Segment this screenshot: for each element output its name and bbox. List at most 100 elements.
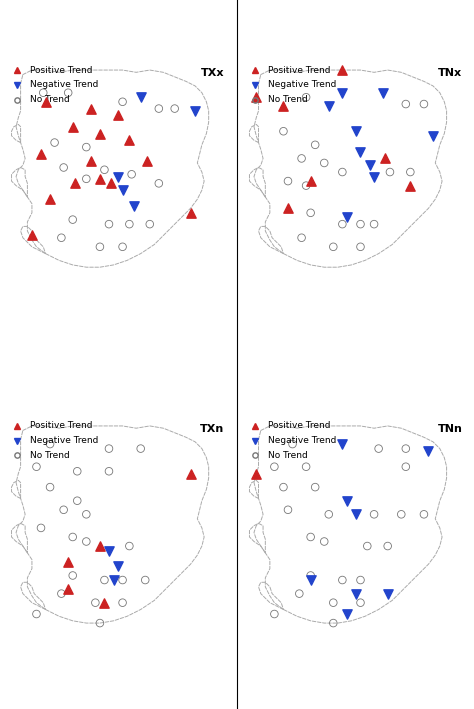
Point [96,618,104,629]
Point [155,103,163,114]
Point [64,584,72,595]
Point [126,135,133,146]
Point [298,232,305,243]
Point [46,438,54,450]
Point [307,207,314,218]
Point [82,173,90,184]
Text: Negative Trend: Negative Trend [30,80,98,89]
Text: Positive Trend: Positive Trend [268,421,330,430]
Point [338,65,346,76]
Point [105,443,113,454]
Point [119,96,127,108]
Point [325,101,333,112]
Point [271,608,278,620]
Text: No Trend: No Trend [30,451,69,460]
Point [87,103,95,114]
Point [407,167,414,178]
Point [284,504,292,515]
Point [108,178,115,189]
Point [289,438,296,450]
Point [69,570,76,581]
Point [171,103,179,114]
Point [114,171,122,182]
Point [379,87,387,99]
Text: No Trend: No Trend [30,95,69,104]
Point [42,96,49,108]
Point [69,121,76,133]
Text: Negative Trend: Negative Trend [268,80,336,89]
Point [96,540,104,552]
Point [253,468,260,479]
Point [343,495,351,506]
Point [338,438,346,450]
Point [307,531,314,542]
Point [280,125,287,137]
Point [46,481,54,493]
Point [307,175,314,186]
Point [58,232,65,243]
Point [187,468,194,479]
Point [302,91,310,103]
Point [96,241,104,252]
Point [82,508,90,520]
Point [280,481,287,493]
Point [302,180,310,191]
Point [119,574,127,586]
Point [69,531,76,542]
Point [141,574,149,586]
Point [100,164,108,175]
Point [364,540,371,552]
Point [357,218,365,230]
Text: Negative Trend: Negative Trend [30,436,98,445]
Point [33,461,40,472]
Point [370,218,378,230]
Point [352,125,360,137]
Point [96,173,104,184]
Point [126,218,133,230]
Point [105,466,113,477]
Point [311,481,319,493]
Point [109,574,117,586]
Point [128,169,136,180]
Point [119,597,127,608]
Point [82,141,90,152]
Point [384,588,392,599]
Point [119,241,127,252]
Point [119,184,127,196]
Point [100,597,108,608]
Point [338,167,346,178]
Point [357,241,365,252]
Point [370,171,378,182]
Point [144,155,151,167]
Text: No Trend: No Trend [268,451,307,460]
Point [71,178,79,189]
Point [366,160,374,171]
Point [320,536,328,547]
Text: TXn: TXn [201,424,225,434]
Point [37,523,45,534]
Point [429,130,437,141]
Text: Positive Trend: Positive Trend [30,65,92,74]
Point [155,178,163,189]
Text: TNx: TNx [438,68,463,78]
Point [329,618,337,629]
Point [60,504,67,515]
Point [338,218,346,230]
Point [96,128,104,139]
Point [51,137,58,148]
Point [420,508,428,520]
Point [357,597,365,608]
Text: No Trend: No Trend [268,95,307,104]
Point [87,155,95,167]
Point [82,536,90,547]
Point [91,597,99,608]
Point [357,574,365,586]
Point [280,101,287,112]
Point [375,443,383,454]
Point [295,588,303,599]
Text: Negative Trend: Negative Trend [268,436,336,445]
Point [338,87,346,99]
Point [298,152,305,164]
Point [370,508,378,520]
Point [425,445,432,457]
